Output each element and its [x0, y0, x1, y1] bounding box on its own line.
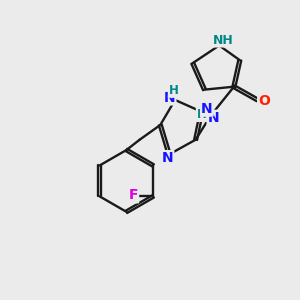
Text: H: H	[169, 84, 178, 97]
Text: N: N	[201, 102, 213, 116]
Text: O: O	[258, 94, 270, 108]
Text: N: N	[162, 151, 173, 165]
Text: N: N	[164, 91, 176, 105]
Text: NH: NH	[213, 34, 234, 47]
Text: F: F	[129, 188, 138, 203]
Text: H: H	[196, 108, 206, 121]
Text: N: N	[208, 111, 219, 124]
